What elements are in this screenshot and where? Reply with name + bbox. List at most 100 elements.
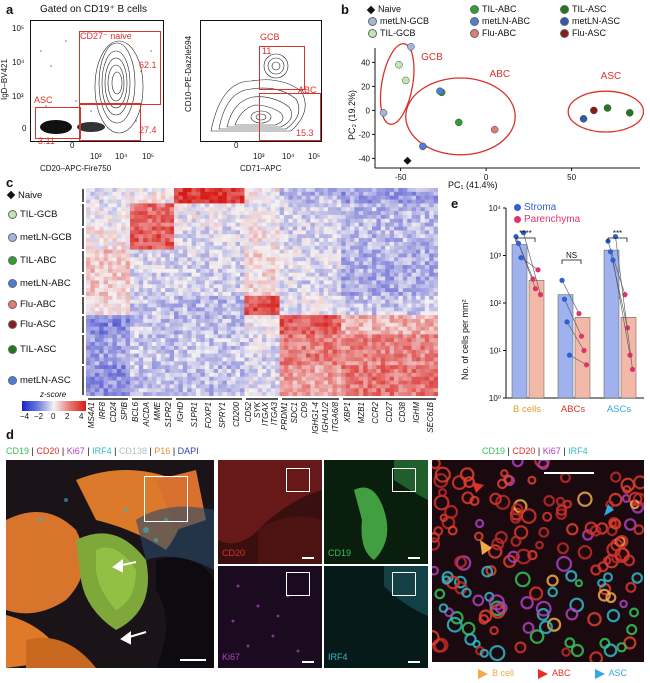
heatmap-cell [178,265,184,270]
heatmap-cell [411,388,417,393]
heatmap-cell [134,214,140,220]
heatmap-cell [328,292,333,297]
heatmap-cell [191,284,197,289]
heatmap-cell [108,392,113,396]
heatmap-cell [138,245,144,250]
heatmap-cell [116,203,122,208]
heatmap-cell [99,338,104,343]
heatmap-cell [112,214,118,220]
heatmap-cell [367,365,373,370]
heatmap-cell [310,295,316,300]
heatmap-cell [345,241,351,247]
heatmap-cell [354,199,360,204]
heatmap-cell [121,384,126,389]
heatmap-cell [350,268,355,274]
heatmap-cell [380,214,386,220]
heatmap-cell [407,214,412,220]
heatmap-cell [336,295,342,300]
heatmap-cell [266,214,272,220]
heatmap-cell [108,199,113,204]
heatmap-cell [292,191,298,196]
heatmap-cell [288,338,294,343]
heatmap-cell [235,369,241,374]
heatmap-cell [270,234,276,239]
heatmap-cell [187,330,192,335]
heatmap-cell [420,330,426,335]
heatmap-cell [209,211,214,216]
heatmap-cell [191,326,197,331]
heatmap-cell [341,249,346,254]
heatmap-cell [341,384,346,389]
heatmap-cell [424,214,430,220]
heatmap-cell [323,338,329,343]
heatmap-cell [376,268,382,274]
heatmap-cell [429,326,434,331]
heatmap-cell [402,299,408,304]
heatmap-cell [240,338,245,343]
heatmap-cell [121,326,126,331]
heatmap-cell [394,361,399,366]
heatmap-cell [394,303,399,308]
heatmap-cell [314,380,320,385]
heatmap-cell [253,268,258,274]
heatmap-cell [332,188,338,193]
heatmap-cell [288,303,294,308]
heatmap-cell [424,315,430,320]
heatmap-cell [174,222,179,227]
heatmap-cell [433,307,438,312]
heatmap-cell [103,330,109,335]
heatmap-cell [248,365,254,370]
heatmap-cell [424,365,430,370]
heatmap-cell [147,361,153,366]
gene-block-bar [246,398,278,400]
heatmap-cell [240,334,245,339]
heatmap-cell [165,230,170,235]
heatmap-cell [433,199,438,204]
heatmap-cell [407,207,412,212]
heatmap-cell [121,311,126,316]
heatmap-cell [152,380,157,385]
heatmap-cell [292,253,298,258]
heatmap-cell [262,353,267,358]
heatmap-cell [354,369,360,374]
heatmap-cell [86,353,91,358]
heatmap-cell [420,372,426,378]
heatmap-cell [306,357,311,362]
heatmap-cell [187,245,192,250]
heatmap-cell [86,257,91,262]
cell [497,478,508,490]
heatmap-cell [147,345,153,351]
heatmap-cell [134,303,140,308]
heatmap-cell [398,338,404,343]
heatmap-cell [244,238,250,243]
heatmap-cell [328,392,333,396]
heatmap-cell [156,292,162,297]
row-bracket [82,366,84,395]
heatmap-cell [376,338,382,343]
heatmap-cell [266,222,272,227]
heatmap-cell [134,253,140,258]
heatmap-cell [363,241,368,247]
heatmap-cell [266,245,272,250]
heatmap-cell [407,188,412,193]
heatmap-cell [363,311,368,316]
heatmap-cell [235,349,241,354]
heatmap-cell [429,353,434,358]
heatmap-cell [112,234,118,239]
heatmap-cell [169,384,175,389]
heatmap-cell [160,238,166,243]
heatmap-cell [411,303,417,308]
heatmap-cell [411,195,417,200]
heatmap-cell [174,349,179,354]
heatmap-cell [209,207,214,212]
heatmap-cell [275,392,280,396]
heatmap-cell [262,384,267,389]
channel-name: | [505,446,513,456]
heatmap-cell [262,261,267,266]
gene-label: SPRY1 [218,402,228,428]
heatmap-cell [398,191,404,196]
gene-block-bar [132,398,172,400]
ki67-scale-bar [302,661,314,663]
heatmap-cell [411,272,417,277]
heatmap-cell [187,372,192,378]
